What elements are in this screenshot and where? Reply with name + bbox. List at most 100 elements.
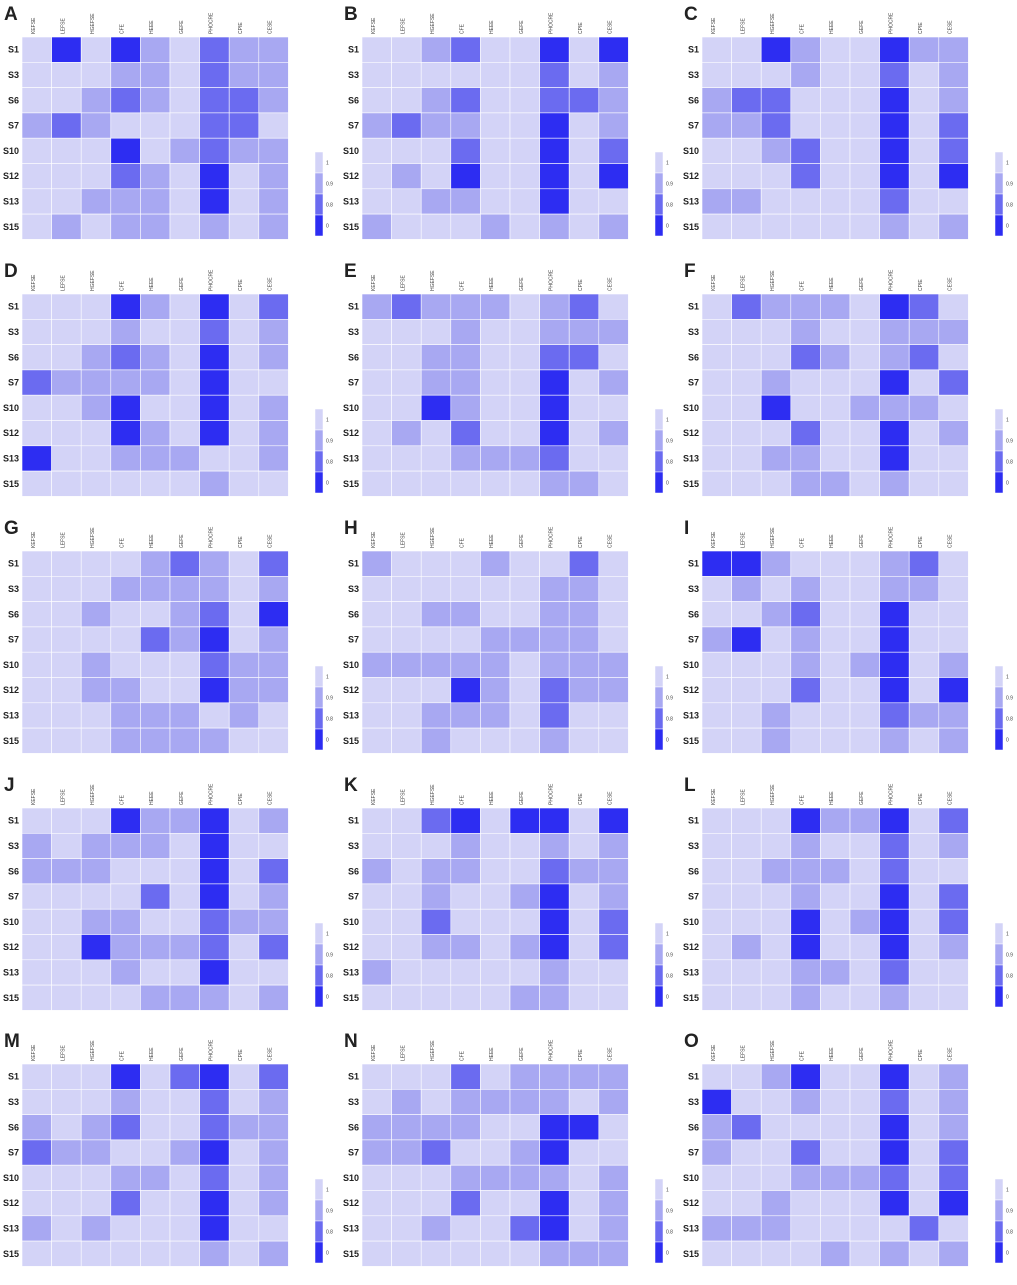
- heatmap-cell: [568, 677, 600, 704]
- heatmap-cell: [938, 832, 969, 859]
- heatmap-cell: [110, 445, 141, 472]
- heatmap-cell: [361, 626, 392, 653]
- heatmap-cell: [509, 1139, 540, 1166]
- heatmap-cell: [480, 87, 511, 114]
- row-label: S6: [348, 1122, 359, 1132]
- column-label: CPIE: [238, 793, 244, 805]
- legend-tick-label: 0: [666, 481, 669, 487]
- legend-swatch: [654, 707, 664, 730]
- heatmap-cell: [568, 934, 600, 961]
- heatmap-cell: [908, 1240, 940, 1267]
- legend-swatch: [654, 728, 664, 751]
- row-label: S10: [343, 146, 359, 156]
- heatmap-cell: [849, 1215, 880, 1242]
- heatmap-cell: [539, 394, 570, 421]
- heatmap-cell: [879, 1139, 910, 1166]
- heatmap-cell: [849, 163, 880, 190]
- heatmap-cell: [539, 1114, 570, 1141]
- heatmap-panel-i: I KEFSE LEFSE HGEFSE CFE HEEE GEFE PHOCRE CPIE CE…: [683, 518, 1013, 754]
- heatmap-cell: [450, 137, 481, 164]
- heatmap-cell: [169, 1215, 200, 1242]
- row-label: S12: [343, 1198, 359, 1208]
- row-label: S13: [343, 1223, 359, 1233]
- heatmap-cell: [258, 1240, 289, 1267]
- heatmap-cell: [820, 213, 851, 240]
- heatmap-cell: [480, 1063, 511, 1090]
- heatmap-cell: [879, 651, 910, 678]
- heatmap-cell: [938, 1139, 969, 1166]
- heatmap-cell: [509, 1215, 540, 1242]
- row-label: S15: [3, 479, 19, 489]
- heatmap-cell: [391, 858, 422, 885]
- heatmap-cell: [568, 1088, 600, 1115]
- column-label: LEFSE: [400, 531, 406, 548]
- legend-tick-label: 1: [326, 1188, 329, 1194]
- heatmap-cell: [820, 188, 851, 215]
- heatmap-cell: [420, 807, 452, 834]
- heatmap-cell: [908, 702, 940, 729]
- legend-swatch: [994, 1178, 1004, 1201]
- heatmap-cell: [539, 188, 570, 215]
- legend-tick-label: 0: [1006, 481, 1009, 487]
- column-label: HGEFSE: [770, 527, 776, 548]
- heatmap-cell: [509, 550, 540, 577]
- heatmap-cell: [80, 1215, 112, 1242]
- heatmap-cell: [258, 293, 289, 320]
- heatmap-cell: [790, 550, 821, 577]
- heatmap-cell: [879, 883, 910, 910]
- heatmap-cell: [879, 601, 910, 628]
- heatmap-cell: [450, 934, 481, 961]
- legend-swatch: [314, 471, 324, 494]
- heatmap-cell: [731, 87, 762, 114]
- heatmap-cell: [80, 601, 112, 628]
- heatmap-cell: [110, 651, 141, 678]
- heatmap-cell: [849, 601, 880, 628]
- column-label: CESE: [608, 534, 614, 548]
- heatmap-cell: [450, 470, 481, 497]
- row-label: S7: [348, 892, 359, 902]
- heatmap-cell: [199, 369, 230, 396]
- column-label: CESE: [608, 277, 614, 291]
- heatmap-cell: [169, 1240, 200, 1267]
- heatmap-cell: [21, 445, 52, 472]
- heatmap-cell: [228, 213, 260, 240]
- heatmap-cell: [51, 293, 82, 320]
- heatmap-cell: [701, 420, 732, 447]
- legend-tick-label: 0.9: [1006, 1209, 1013, 1215]
- heatmap-cell: [938, 1164, 969, 1191]
- heatmap-cell: [760, 858, 792, 885]
- heatmap-cell: [879, 858, 910, 885]
- heatmap-cell: [450, 188, 481, 215]
- heatmap-cell: [760, 163, 792, 190]
- column-label: KEFSE: [371, 788, 377, 805]
- heatmap-cell: [701, 1215, 732, 1242]
- column-label: CFE: [800, 280, 806, 291]
- heatmap-cell: [169, 575, 200, 602]
- heatmap-cell: [480, 344, 511, 371]
- heatmap-cell: [391, 470, 422, 497]
- row-label: S7: [8, 1148, 19, 1158]
- heatmap-cell: [760, 677, 792, 704]
- heatmap-cell: [820, 984, 851, 1011]
- heatmap-cell: [391, 1063, 422, 1090]
- heatmap-cell: [140, 727, 171, 754]
- heatmap-cell: [258, 344, 289, 371]
- heatmap-cell: [420, 420, 452, 447]
- row-label: S3: [688, 70, 699, 80]
- heatmap-cell: [450, 1088, 481, 1115]
- heatmap-cell: [480, 1240, 511, 1267]
- heatmap-cell: [760, 1063, 792, 1090]
- heatmap-cell: [199, 550, 230, 577]
- heatmap-cell: [938, 163, 969, 190]
- legend-swatch: [994, 193, 1004, 216]
- heatmap-cell: [420, 61, 452, 88]
- heatmap-cell: [539, 36, 570, 63]
- heatmap-cell: [568, 908, 600, 935]
- heatmap-cell: [701, 651, 732, 678]
- legend-swatch: [994, 665, 1004, 688]
- row-label: S15: [3, 993, 19, 1003]
- heatmap-cell: [420, 1190, 452, 1217]
- heatmap-cell: [169, 369, 200, 396]
- heatmap-cell: [938, 601, 969, 628]
- heatmap-panel-l: L KEFSE LEFSE HGEFSE CFE HEEE GEFE PHOCRE CPIE CE…: [683, 775, 1013, 1011]
